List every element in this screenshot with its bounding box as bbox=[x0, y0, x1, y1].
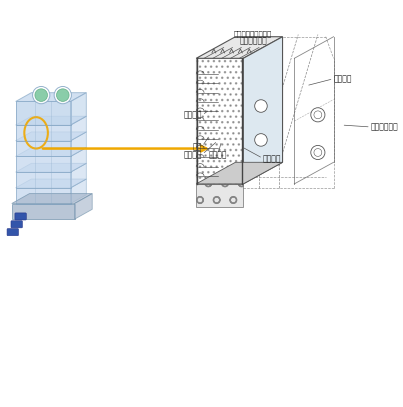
Polygon shape bbox=[16, 132, 86, 141]
Polygon shape bbox=[12, 194, 92, 204]
Polygon shape bbox=[12, 204, 75, 219]
FancyBboxPatch shape bbox=[7, 229, 19, 236]
Polygon shape bbox=[16, 141, 71, 156]
Polygon shape bbox=[196, 58, 243, 184]
Text: タイバー: タイバー bbox=[184, 111, 202, 120]
Polygon shape bbox=[196, 184, 243, 208]
Polygon shape bbox=[71, 132, 86, 156]
Text: スタッド: スタッド bbox=[263, 154, 281, 163]
Polygon shape bbox=[16, 148, 86, 156]
Polygon shape bbox=[16, 172, 71, 188]
Polygon shape bbox=[71, 116, 86, 141]
Polygon shape bbox=[243, 37, 283, 184]
Polygon shape bbox=[71, 93, 86, 125]
Polygon shape bbox=[196, 162, 283, 184]
Text: 表面鋼板: 表面鋼板 bbox=[208, 150, 227, 159]
Polygon shape bbox=[196, 37, 283, 58]
Text: 貫通スリーブ: 貫通スリーブ bbox=[371, 123, 399, 131]
Polygon shape bbox=[71, 163, 86, 188]
Polygon shape bbox=[16, 156, 71, 172]
Circle shape bbox=[35, 89, 48, 101]
Text: コンクリート: コンクリート bbox=[239, 36, 267, 45]
FancyBboxPatch shape bbox=[11, 221, 23, 228]
Polygon shape bbox=[16, 93, 86, 101]
Circle shape bbox=[311, 108, 325, 122]
FancyBboxPatch shape bbox=[15, 213, 26, 220]
Polygon shape bbox=[75, 194, 92, 219]
Text: 表面鋼板: 表面鋼板 bbox=[334, 74, 352, 83]
Circle shape bbox=[33, 86, 50, 104]
Polygon shape bbox=[16, 188, 71, 204]
Polygon shape bbox=[16, 179, 86, 188]
Polygon shape bbox=[16, 116, 86, 125]
Circle shape bbox=[54, 86, 71, 104]
Polygon shape bbox=[71, 148, 86, 172]
Circle shape bbox=[56, 89, 69, 101]
Circle shape bbox=[255, 133, 267, 146]
Polygon shape bbox=[71, 179, 86, 204]
Polygon shape bbox=[16, 125, 71, 141]
Circle shape bbox=[314, 111, 322, 119]
Circle shape bbox=[311, 145, 325, 160]
Circle shape bbox=[314, 149, 322, 156]
Text: （現地にて後打ち）: （現地にて後打ち） bbox=[234, 31, 272, 37]
Text: 隔壁: 隔壁 bbox=[193, 142, 202, 151]
Text: 空気抜き: 空気抜き bbox=[184, 150, 202, 159]
Circle shape bbox=[255, 100, 267, 112]
Polygon shape bbox=[16, 163, 86, 172]
Polygon shape bbox=[16, 101, 71, 125]
